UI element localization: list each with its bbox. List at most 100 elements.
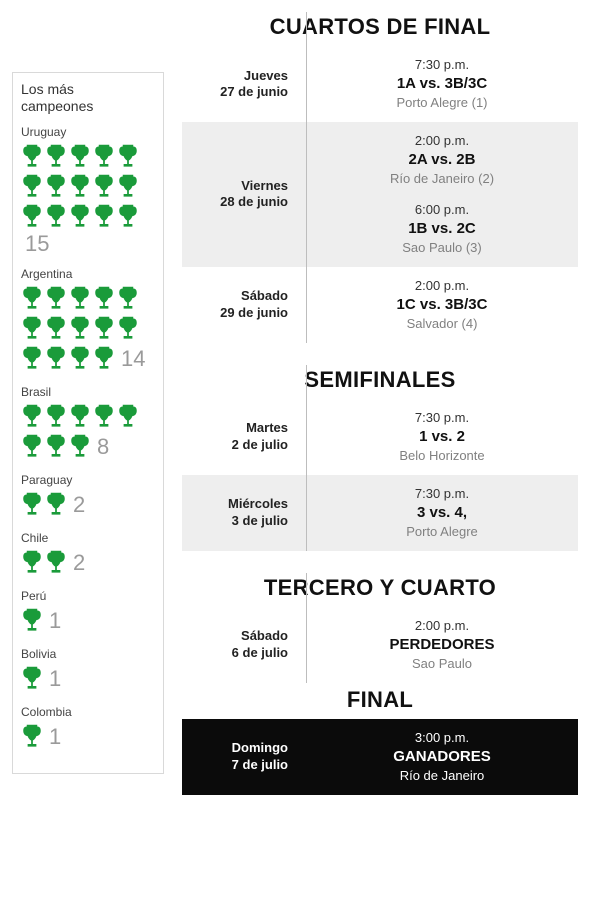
country-block: Colombia 1	[21, 705, 155, 751]
match-venue: Porto Alegre	[314, 523, 570, 541]
match-col: 7:30 p.m.1A vs. 3B/3CPorto Alegre (1)	[304, 56, 570, 111]
country-count: 14	[121, 348, 145, 370]
trophy-icon	[117, 203, 139, 231]
match-row: Miércoles 3 de julio 7:30 p.m.3 vs. 4,Port…	[182, 475, 578, 551]
trophy-icon	[45, 173, 67, 201]
trophy-icon	[93, 285, 115, 313]
trophy-icon	[45, 285, 67, 313]
country-name: Colombia	[21, 705, 155, 719]
trophy-row: 2	[21, 549, 155, 577]
trophy-icon	[45, 549, 67, 577]
match-time: 6:00 p.m.	[314, 201, 570, 219]
country-count: 1	[49, 610, 61, 632]
match-row: Viernes28 de junio2:00 p.m.2A vs. 2BRío …	[182, 122, 578, 267]
trophy-icon	[21, 173, 43, 201]
day-line-1: Miércoles	[228, 496, 288, 511]
match-time: 7:30 p.m.	[314, 485, 570, 503]
country-block: Perú 1	[21, 589, 155, 635]
final-row: Domingo 7 de julio 3:00 p.m. GANADORES R…	[182, 719, 578, 795]
trophy-icon	[93, 315, 115, 343]
trophy-icon	[117, 173, 139, 201]
trophy-icon	[117, 315, 139, 343]
trophy-icon	[21, 345, 43, 373]
day-line-1: Sábado	[241, 628, 288, 643]
stage-title-third: TERCERO Y CUARTO	[182, 575, 578, 601]
country-count: 2	[73, 494, 85, 516]
match-venue: Belo Horizonte	[314, 447, 570, 465]
stage-title-final: FINAL	[182, 687, 578, 713]
trophy-icon	[21, 403, 43, 431]
day-line-2: 28 de junio	[220, 194, 288, 209]
trophy-icon	[45, 403, 67, 431]
trophy-icon	[69, 345, 91, 373]
trophy-icon	[93, 143, 115, 171]
match-time: 2:00 p.m.	[314, 617, 570, 635]
date-col: Viernes28 de junio	[190, 178, 304, 211]
trophy-icon	[117, 143, 139, 171]
trophy-icon	[69, 315, 91, 343]
trophy-icon	[69, 203, 91, 231]
match-col: 7:30 p.m.3 vs. 4,Porto Alegre	[304, 485, 570, 540]
trophy-row: 1	[21, 723, 155, 751]
country-name: Brasil	[21, 385, 155, 399]
country-block: Chile 2	[21, 531, 155, 577]
trophy-icon	[117, 403, 139, 431]
trophy-icon	[21, 203, 43, 231]
match-row: Sábado29 de junio2:00 p.m.1C vs. 3B/3CSa…	[182, 267, 578, 343]
sidebar-title-line2: campeones	[21, 98, 93, 114]
trophy-icon	[93, 403, 115, 431]
day-line-2: 29 de junio	[220, 305, 288, 320]
country-count: 1	[49, 726, 61, 748]
trophy-icon	[21, 549, 43, 577]
match-time: 2:00 p.m.	[314, 277, 570, 295]
trophy-icon	[45, 143, 67, 171]
trophy-icon	[93, 345, 115, 373]
trophy-icon	[69, 143, 91, 171]
trophy-row: 8	[21, 403, 155, 461]
trophy-row: 15	[21, 143, 155, 255]
day-line-1: Jueves	[244, 68, 288, 83]
day-line-1: Sábado	[241, 288, 288, 303]
country-count: 1	[49, 668, 61, 690]
trophy-icon	[69, 173, 91, 201]
match-venue: Salvador (4)	[314, 315, 570, 333]
date-col: Domingo 7 de julio	[190, 740, 304, 773]
country-block: Brasil 8	[21, 385, 155, 461]
day-line-2: 7 de julio	[232, 757, 288, 772]
match-teams: 1A vs. 3B/3C	[314, 74, 570, 94]
match-row: Martes2 de julio7:30 p.m.1 vs. 2Belo Hor…	[182, 399, 578, 475]
match-time: 3:00 p.m.	[314, 729, 570, 747]
trophy-icon	[69, 433, 91, 461]
trophy-row: 2	[21, 491, 155, 519]
date-col: Sábado 29 de junio	[190, 288, 304, 321]
date-col: Jueves27 de junio	[190, 68, 304, 101]
country-name: Uruguay	[21, 125, 155, 139]
match-time: 7:30 p.m.	[314, 409, 570, 427]
trophy-icon	[21, 315, 43, 343]
trophy-icon	[117, 285, 139, 313]
country-name: Paraguay	[21, 473, 155, 487]
match-venue: Río de Janeiro	[314, 767, 570, 785]
trophy-icon	[21, 665, 43, 693]
match-row: Jueves27 de junio7:30 p.m.1A vs. 3B/3CPo…	[182, 46, 578, 122]
trophy-icon	[21, 607, 43, 635]
sidebar-title-line1: Los más	[21, 81, 74, 97]
match-col: 7:30 p.m.1 vs. 2Belo Horizonte	[304, 409, 570, 464]
trophy-row: 1	[21, 607, 155, 635]
trophy-row: 14	[21, 285, 155, 373]
country-count: 2	[73, 552, 85, 574]
match-teams: 2A vs. 2B	[314, 150, 570, 170]
country-block: Bolivia 1	[21, 647, 155, 693]
trophy-icon	[21, 143, 43, 171]
trophy-icon	[21, 433, 43, 461]
country-name: Bolivia	[21, 647, 155, 661]
match-col: 2:00 p.m.2A vs. 2BRío de Janeiro (2)6:00…	[304, 132, 570, 257]
day-line-2: 6 de julio	[232, 645, 288, 660]
match-row: Sábado6 de julio2:00 p.m.PERDEDORESSao P…	[182, 607, 578, 683]
trophy-icon	[69, 403, 91, 431]
trophy-icon	[45, 315, 67, 343]
country-block: Paraguay 2	[21, 473, 155, 519]
country-name: Perú	[21, 589, 155, 603]
trophy-icon	[93, 173, 115, 201]
day-line-2: 3 de julio	[232, 513, 288, 528]
